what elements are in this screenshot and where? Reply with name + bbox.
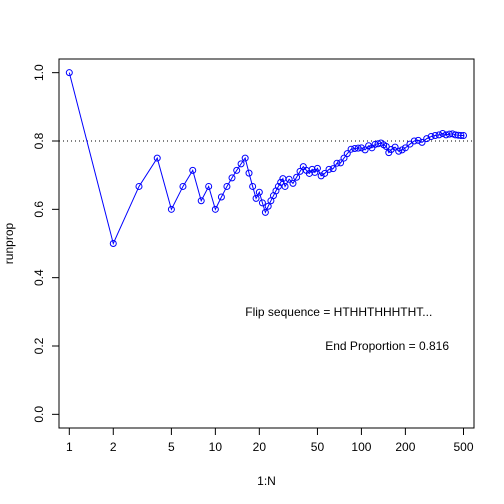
data-point <box>340 154 348 162</box>
data-point <box>237 160 245 168</box>
data-point <box>439 129 447 137</box>
data-point <box>435 131 443 139</box>
data-point <box>329 165 337 173</box>
y-axis: 0.0 0.2 0.4 0.6 0.8 1.0 <box>32 64 59 423</box>
data-point <box>321 169 329 177</box>
series-line <box>68 72 464 246</box>
data-point <box>197 197 205 205</box>
data-point <box>357 144 365 152</box>
data-point <box>135 182 143 190</box>
data-point <box>395 147 403 155</box>
data-point <box>233 166 241 174</box>
data-point <box>351 145 359 153</box>
data-point <box>289 179 297 187</box>
data-point <box>65 69 73 77</box>
data-point <box>401 144 409 152</box>
data-point <box>418 138 426 146</box>
x-tick-label: 50 <box>311 440 325 454</box>
data-point <box>333 159 341 167</box>
data-point <box>179 182 187 190</box>
data-point <box>255 188 263 196</box>
x-tick-label: 100 <box>351 440 371 454</box>
data-point <box>264 202 272 210</box>
data-point <box>457 132 465 140</box>
y-tick-label: 0.0 <box>32 406 46 423</box>
data-point <box>285 175 293 183</box>
data-point <box>410 137 418 145</box>
y-axis-label: runprop <box>2 223 16 265</box>
x-tick-label: 2 <box>110 440 117 454</box>
data-point <box>241 154 249 162</box>
data-point <box>189 166 197 174</box>
data-point <box>205 182 213 190</box>
data-point <box>281 182 289 190</box>
data-point <box>274 182 282 190</box>
y-tick-label: 0.4 <box>32 269 46 286</box>
data-point <box>223 182 231 190</box>
data-point <box>391 143 399 151</box>
data-point <box>313 164 321 172</box>
y-tick-label: 0.8 <box>32 132 46 149</box>
data-point <box>211 205 219 213</box>
x-tick-label: 5 <box>168 440 175 454</box>
data-point <box>442 131 450 139</box>
data-point <box>109 240 117 247</box>
data-point <box>454 131 462 139</box>
y-tick-label: 0.2 <box>32 337 46 354</box>
data-point <box>387 146 395 154</box>
data-point <box>460 132 468 140</box>
x-axis-label: 1:N <box>257 474 276 488</box>
data-point <box>167 205 175 213</box>
data-point <box>343 150 351 158</box>
y-tick-label: 0.6 <box>32 201 46 218</box>
plot-frame <box>58 58 475 429</box>
data-point <box>325 165 333 173</box>
data-point <box>296 167 304 175</box>
y-tick-label: 1.0 <box>32 64 46 81</box>
data-point <box>414 136 422 144</box>
data-point <box>217 193 225 201</box>
data-point <box>261 208 269 216</box>
data-point <box>317 172 325 180</box>
data-point <box>252 194 260 202</box>
flip-sequence-annotation: Flip sequence = HTHHTHHHTHT... <box>245 305 432 319</box>
data-point <box>293 173 301 181</box>
x-tick-label: 200 <box>395 440 415 454</box>
data-point <box>423 135 431 143</box>
data-point <box>361 146 369 154</box>
data-point <box>153 154 161 162</box>
data-point <box>354 144 362 152</box>
data-point <box>249 182 257 190</box>
data-point <box>347 145 355 153</box>
data-point <box>258 199 266 207</box>
data-point <box>245 169 253 177</box>
series-group <box>65 69 468 247</box>
data-point <box>427 133 435 141</box>
x-tick-label: 1 <box>66 440 73 454</box>
data-point <box>228 174 236 182</box>
x-tick-label: 20 <box>253 440 267 454</box>
x-axis: 1 2 5 10 20 50 100 200 500 <box>66 428 474 454</box>
x-tick-label: 500 <box>453 440 473 454</box>
data-point <box>382 142 390 150</box>
data-point <box>337 159 345 167</box>
end-proportion-annotation: End Proportion = 0.816 <box>325 339 449 353</box>
x-tick-label: 10 <box>209 440 223 454</box>
data-point <box>431 132 439 140</box>
data-point <box>277 178 285 186</box>
